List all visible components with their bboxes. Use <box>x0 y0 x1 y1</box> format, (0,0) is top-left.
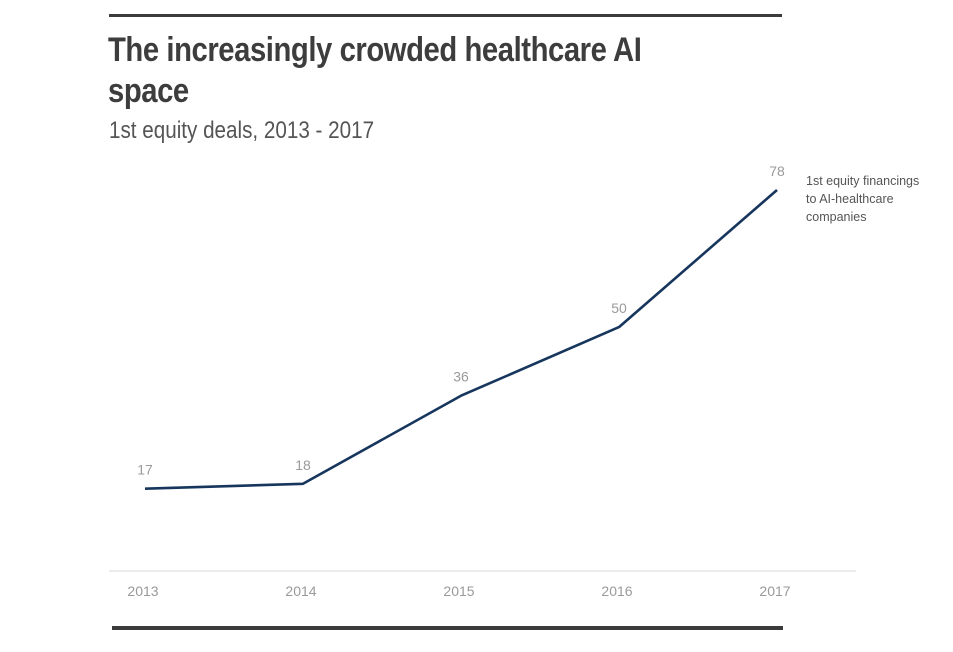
bottom-rule <box>112 626 783 630</box>
x-tick-label: 2016 <box>601 583 632 599</box>
x-tick-label: 2015 <box>443 583 474 599</box>
series-annotation: 1st equity financings to AI-healthcare c… <box>806 174 923 224</box>
data-label: 17 <box>137 462 153 478</box>
data-label: 50 <box>611 300 627 316</box>
data-label: 78 <box>769 163 785 179</box>
data-label: 18 <box>295 457 311 473</box>
x-tick-label: 2013 <box>127 583 158 599</box>
annotation-line-2: to AI-healthcare <box>806 192 894 206</box>
top-rule <box>109 14 782 17</box>
chart-subtitle: 1st equity deals, 2013 - 2017 <box>109 117 375 144</box>
x-tick-label: 2017 <box>759 583 790 599</box>
data-label: 36 <box>453 369 469 385</box>
annotation-line-1: 1st equity financings <box>806 174 919 188</box>
chart-title: The increasingly crowded healthcare AI s… <box>108 31 642 110</box>
series-line <box>144 189 778 490</box>
annotation-line-3: companies <box>806 210 866 224</box>
x-tick-label: 2014 <box>285 583 316 599</box>
